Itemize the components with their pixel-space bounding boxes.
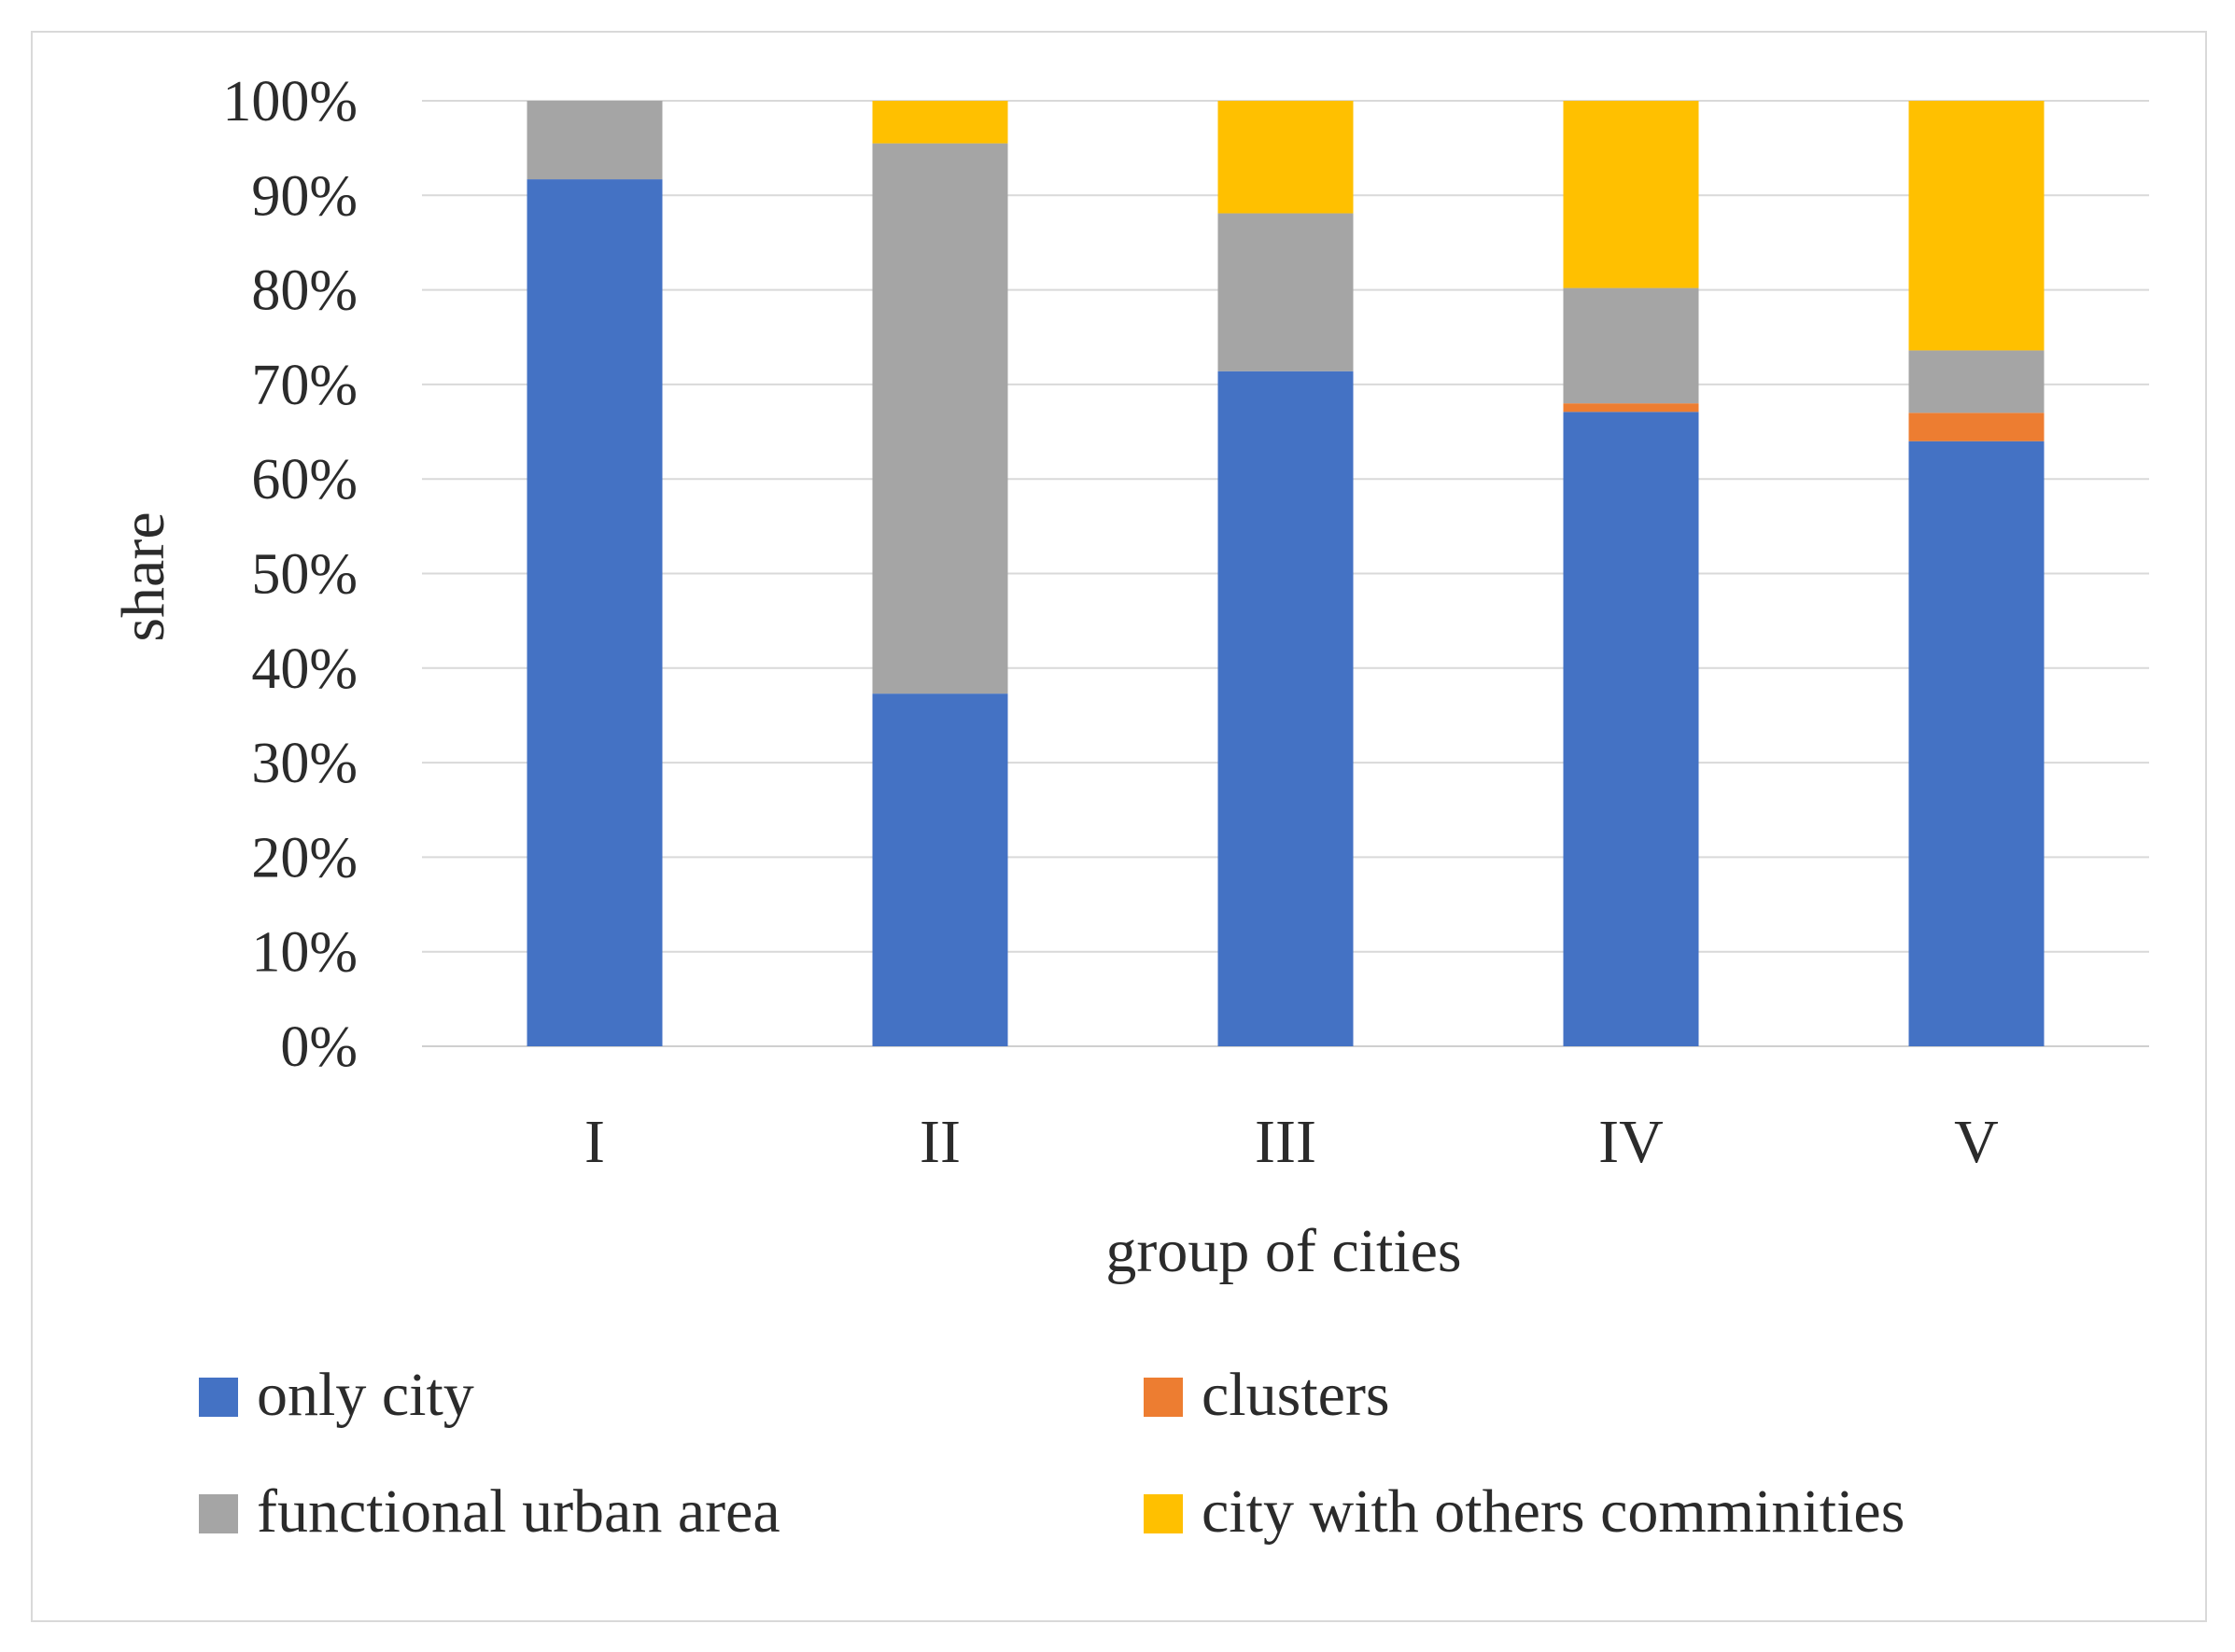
y-tick-label: 50%	[251, 543, 358, 607]
legend-label: city with others comminities	[1202, 1477, 1905, 1546]
bar-II-only-city	[872, 693, 1008, 1046]
legend-label: only city	[257, 1361, 474, 1429]
y-tick-label: 90%	[251, 164, 358, 228]
bar-IV-functional-urban-area	[1563, 287, 1699, 404]
legend-label: clusters	[1202, 1361, 1390, 1429]
y-tick-label: 100%	[222, 70, 358, 133]
y-tick-label: 20%	[251, 826, 358, 889]
bar-I-functional-urban-area	[527, 101, 663, 180]
y-axis-ticks: 0% 10% 20% 30% 40% 50% 60% 70% 80% 90% 100%	[222, 70, 358, 1079]
legend-label: functional urban area	[257, 1477, 780, 1546]
bar-III-functional-urban-area	[1217, 213, 1354, 371]
y-tick-label: 40%	[251, 637, 358, 701]
legend-swatch-clusters	[1144, 1378, 1183, 1417]
bar-IV-only-city	[1563, 412, 1699, 1047]
y-tick-label: 70%	[251, 354, 358, 417]
bar-II-functional-urban-area	[872, 143, 1008, 694]
bars	[527, 101, 2045, 1047]
legend-swatch-only-city	[199, 1378, 238, 1417]
bar-IV-clusters	[1563, 403, 1699, 413]
y-tick-label: 80%	[251, 259, 358, 323]
bar-IV-city-with-others-comminities	[1563, 101, 1699, 288]
y-tick-label: 60%	[251, 448, 358, 511]
y-tick-label: 10%	[251, 921, 358, 985]
y-axis-title: share	[109, 511, 177, 641]
bar-V-only-city	[1908, 441, 2045, 1046]
bar-V-city-with-others-comminities	[1908, 101, 2045, 351]
y-tick-label: 0%	[280, 1015, 358, 1079]
y-tick-label: 30%	[251, 732, 358, 795]
x-axis-ticks: I II III IV V	[584, 1108, 1999, 1176]
bar-I-only-city	[527, 179, 663, 1047]
bar-V-clusters	[1908, 413, 2045, 441]
bar-III-only-city	[1217, 371, 1354, 1046]
x-tick-label: I	[584, 1108, 605, 1176]
legend: only city clusters functional urban area ci…	[199, 1361, 1905, 1546]
x-tick-label: III	[1255, 1108, 1316, 1176]
legend-swatch-functional-urban-area	[199, 1494, 238, 1533]
legend-swatch-city-with-others-comminities	[1144, 1494, 1183, 1533]
x-tick-label: II	[920, 1108, 961, 1176]
x-tick-label: IV	[1598, 1108, 1664, 1176]
bar-V-functional-urban-area	[1908, 350, 2045, 413]
chart-frame	[31, 31, 2207, 1622]
x-axis-title: group of cities	[1105, 1217, 1461, 1285]
x-tick-label: V	[1954, 1108, 1999, 1176]
bar-II-city-with-others-comminities	[872, 101, 1008, 144]
bar-III-city-with-others-comminities	[1217, 101, 1354, 214]
